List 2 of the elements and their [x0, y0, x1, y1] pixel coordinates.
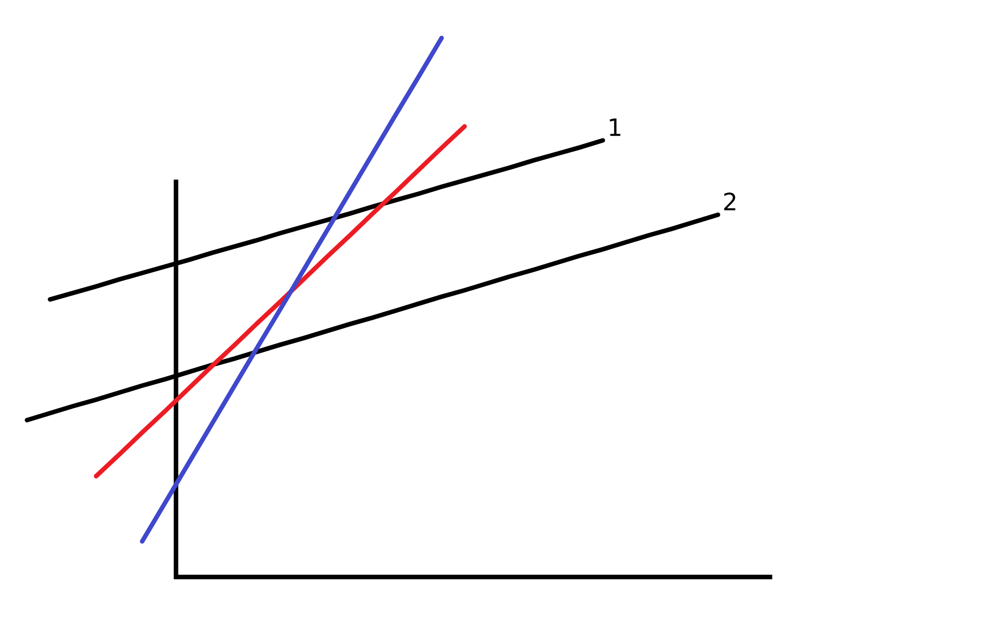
series-label: 1 — [610, 118, 620, 136]
series-label: 2 — [724, 192, 736, 210]
